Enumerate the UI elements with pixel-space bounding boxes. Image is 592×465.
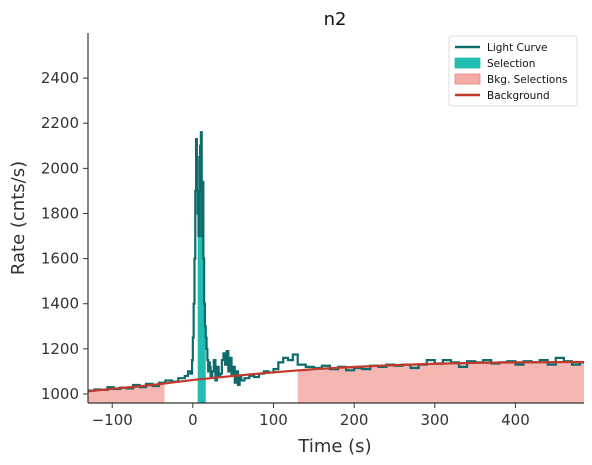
y-axis-ticks: 1000 1200 1400 1600 1800 2000 2200 2400 (41, 69, 88, 403)
y-tick-label: 1000 (41, 385, 79, 403)
y-axis-label: Rate (cnts/s) (8, 161, 29, 275)
legend-frame (448, 35, 578, 107)
x-axis-label: Time (s) (297, 436, 371, 457)
y-tick-label: 2000 (41, 159, 79, 177)
y-tick-label: 1600 (41, 250, 79, 268)
x-tick-label: 200 (340, 411, 369, 429)
legend-selection-label: Selection (487, 58, 535, 70)
x-tick-label: 0 (188, 411, 198, 429)
x-tick-label: −100 (92, 411, 133, 429)
y-tick-label: 2400 (41, 69, 79, 87)
x-tick-label: 300 (420, 411, 449, 429)
legend-bkg-selections-label: Bkg. Selections (487, 74, 567, 86)
chart-title: n2 (324, 9, 347, 30)
bkg-selection-region-2 (297, 361, 584, 403)
x-axis-ticks: −100 0 100 200 300 400 (92, 403, 530, 429)
legend: Light Curve Selection Bkg. Selections Backg… (448, 35, 578, 107)
bkg-selection-region-1 (88, 383, 165, 403)
legend-bkg-selections-swatch (454, 73, 481, 85)
y-tick-label: 1400 (41, 295, 79, 313)
y-tick-label: 1800 (41, 204, 79, 222)
x-tick-label: 400 (501, 411, 530, 429)
y-tick-label: 1200 (41, 340, 79, 358)
plot-area (87, 131, 585, 403)
background-fit-line (87, 360, 585, 393)
legend-selection-swatch (454, 57, 481, 69)
legend-light-curve-label: Light Curve (487, 42, 548, 54)
x-tick-label: 100 (259, 411, 288, 429)
y-tick-label: 2200 (41, 114, 79, 132)
legend-background-label: Background (487, 90, 550, 102)
light-curve-series (88, 131, 584, 392)
